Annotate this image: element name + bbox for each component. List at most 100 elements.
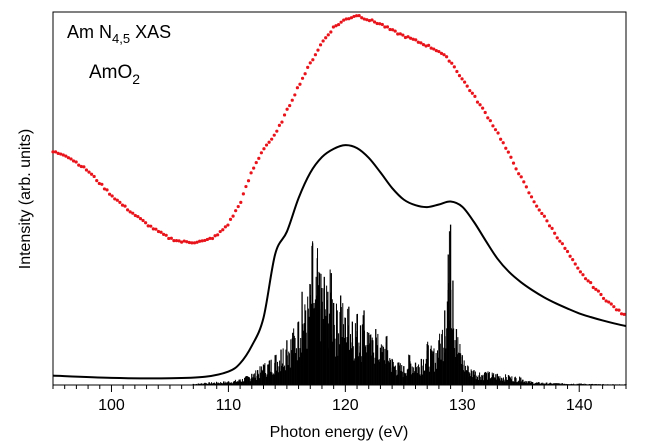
experimental-point bbox=[429, 46, 433, 50]
experimental-point bbox=[182, 239, 186, 243]
experimental-point bbox=[383, 25, 387, 29]
experimental-point bbox=[282, 113, 287, 117]
experimental-point bbox=[468, 88, 472, 93]
experimental-point bbox=[365, 18, 369, 22]
experimental-point bbox=[118, 200, 122, 204]
experimental-point bbox=[378, 22, 382, 26]
experimental-point bbox=[573, 262, 577, 266]
experimental-point bbox=[473, 94, 477, 98]
experimental-point bbox=[568, 254, 572, 258]
experimental-point bbox=[316, 48, 320, 52]
y-axis-label: Intensity (arb. units) bbox=[17, 129, 34, 270]
experimental-point bbox=[607, 300, 611, 304]
experimental-point bbox=[120, 203, 125, 207]
experimental-point bbox=[527, 191, 531, 195]
experimental-point bbox=[313, 53, 318, 57]
experimental-point bbox=[481, 106, 485, 110]
experimental-point bbox=[434, 49, 438, 53]
experimental-point bbox=[59, 152, 63, 156]
experimental-point bbox=[439, 51, 444, 55]
experimental-point bbox=[342, 18, 346, 22]
experimental-point bbox=[563, 246, 567, 251]
experimental-point bbox=[321, 39, 325, 43]
experimental-point bbox=[432, 47, 436, 51]
experimental-point bbox=[257, 156, 261, 160]
experimental-point bbox=[522, 180, 526, 184]
experimental-point bbox=[113, 197, 117, 201]
experimental-point bbox=[406, 35, 410, 39]
experimental-point bbox=[470, 91, 474, 95]
experimental-point bbox=[499, 137, 503, 141]
experimental-point bbox=[586, 279, 590, 283]
experimental-point bbox=[180, 240, 184, 244]
experimental-point bbox=[71, 159, 76, 163]
experimental-point bbox=[488, 119, 492, 123]
experimental-point bbox=[344, 17, 348, 21]
experimental-point bbox=[192, 241, 197, 245]
experimental-point bbox=[149, 224, 153, 228]
experimental-point bbox=[298, 82, 302, 86]
experimental-point bbox=[385, 25, 390, 29]
experimental-point bbox=[82, 165, 86, 169]
experimental-point bbox=[105, 188, 109, 192]
experimental-point bbox=[599, 292, 603, 297]
experimental-point bbox=[126, 208, 130, 212]
experimental-point bbox=[517, 172, 521, 176]
experimental-point bbox=[164, 233, 168, 237]
experimental-point bbox=[545, 219, 549, 223]
experimental-point bbox=[159, 230, 163, 234]
experimental-point bbox=[524, 185, 528, 189]
experimental-point bbox=[262, 147, 266, 151]
experimental-point bbox=[372, 20, 377, 24]
experimental-point bbox=[354, 14, 359, 18]
experimental-point bbox=[619, 312, 624, 316]
experimental-point bbox=[550, 226, 554, 230]
experimental-point bbox=[604, 299, 608, 303]
experimental-point bbox=[241, 192, 245, 196]
x-tick-label: 110 bbox=[216, 397, 242, 414]
experimental-point bbox=[102, 187, 107, 191]
experimental-point bbox=[558, 239, 562, 243]
experimental-point bbox=[275, 129, 279, 133]
experimental-point bbox=[609, 302, 613, 306]
experimental-point bbox=[614, 308, 619, 312]
experimental-point bbox=[594, 287, 598, 291]
experimental-point bbox=[465, 84, 469, 88]
experimental-point bbox=[195, 240, 199, 244]
experimental-point bbox=[226, 223, 230, 227]
experimental-point bbox=[79, 164, 83, 169]
experimental-point bbox=[77, 163, 81, 167]
experimental-point bbox=[146, 224, 150, 228]
experimental-point bbox=[293, 93, 297, 97]
experimental-point bbox=[491, 124, 495, 128]
experimental-point bbox=[419, 41, 423, 45]
x-axis-ticks: 100 110 120 130 140 bbox=[52, 385, 627, 414]
experimental-point bbox=[478, 103, 482, 107]
experimental-point bbox=[447, 59, 451, 63]
experimental-point bbox=[450, 61, 454, 65]
experimental-point bbox=[460, 77, 464, 81]
experimental-point bbox=[501, 141, 505, 145]
experimental-point bbox=[532, 200, 536, 204]
x-tick-label: 100 bbox=[98, 397, 125, 414]
experimental-point bbox=[334, 24, 338, 28]
experimental-point bbox=[367, 18, 372, 23]
experimental-point bbox=[223, 225, 227, 229]
experimental-point bbox=[318, 43, 323, 47]
experimental-point bbox=[352, 14, 356, 19]
experimental-point bbox=[252, 166, 256, 170]
experimental-point bbox=[231, 214, 235, 218]
experimental-point bbox=[92, 174, 96, 179]
experimental-point bbox=[74, 160, 78, 164]
experimental-point bbox=[169, 236, 173, 240]
experimental-point bbox=[509, 155, 513, 159]
experimental-point bbox=[388, 27, 392, 32]
experimental-point bbox=[331, 25, 336, 29]
experimental-point bbox=[156, 229, 161, 234]
experimental-point bbox=[187, 240, 191, 245]
experimental-point bbox=[264, 143, 269, 147]
annotation-title: Am N4,5 XAS bbox=[67, 22, 171, 46]
experimental-point bbox=[601, 296, 606, 301]
experimental-point bbox=[427, 43, 431, 48]
